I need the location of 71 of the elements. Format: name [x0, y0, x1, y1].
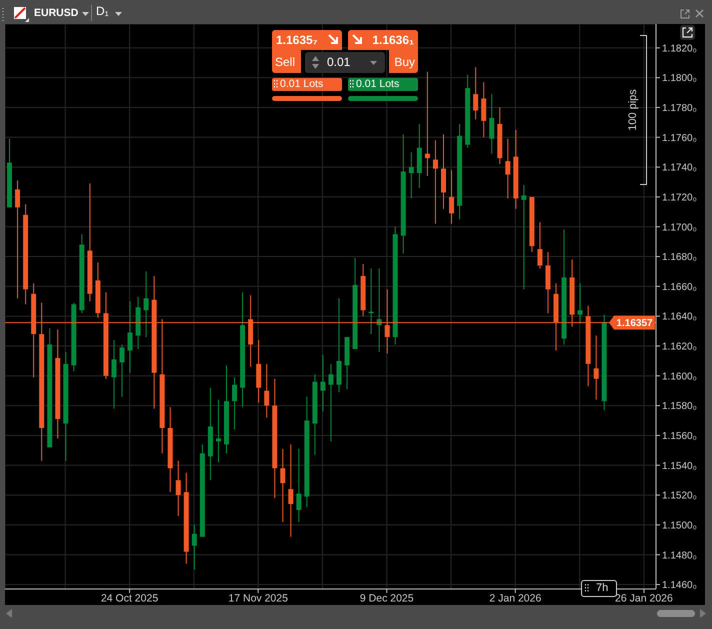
annotation: Buy — [394, 55, 415, 69]
candlestick — [505, 138, 510, 199]
y-tick-label: 1.1700₀ — [662, 222, 697, 234]
y-tick-label: 1.1480₀ — [662, 550, 697, 562]
x-tick-label: 2 Jan 2026 — [489, 592, 542, 604]
candlestick — [368, 268, 374, 335]
lots-bar: 0.01 Lots — [348, 78, 418, 91]
annotation: 100 pips — [627, 89, 639, 131]
y-tick-label: 1.1600₀ — [662, 371, 697, 382]
y-tick-label: 1.1720₀ — [662, 192, 697, 204]
candlestick — [216, 399, 221, 463]
tag: 7h — [581, 580, 617, 597]
y-tick-label: 1.1540₀ — [662, 460, 697, 472]
annotation: 0.01 Lots — [280, 78, 324, 91]
candlestick — [432, 140, 438, 224]
candlestick — [449, 170, 454, 224]
annotation: Sell — [275, 55, 296, 69]
candlestick — [537, 222, 542, 269]
candlestick — [320, 354, 326, 412]
y-tick-label: 1.1740₀ — [662, 162, 697, 174]
y-tick-label: 1.1780₀ — [662, 103, 697, 114]
y-tick-label: 1.1520₀ — [662, 490, 697, 502]
candlestick — [296, 448, 302, 522]
candlestick — [424, 71, 430, 177]
y-tick-label: 1.1580₀ — [662, 401, 697, 412]
candlestick — [128, 300, 133, 374]
candlestick — [111, 340, 116, 410]
x-tick-label: 9 Dec 2025 — [360, 592, 414, 604]
candlestick — [594, 335, 599, 400]
x-tick-label: 24 Oct 2025 — [100, 592, 158, 604]
candlestick — [441, 134, 446, 210]
candlestick — [578, 282, 583, 324]
lots-bar: 0.01 Lots — [272, 78, 342, 91]
candlestick — [232, 376, 238, 430]
candlestick — [120, 344, 125, 398]
chart-subtitle: D₁ — [96, 4, 109, 18]
x-tick-label: 17 Nov 2025 — [228, 592, 288, 604]
candlestick — [408, 152, 414, 199]
candlestick — [481, 82, 486, 138]
y-tick-label: 1.1620₀ — [662, 342, 697, 353]
candlestick — [489, 94, 494, 154]
candlestick — [15, 180, 20, 299]
y-tick-label: 1.1500₀ — [662, 520, 697, 532]
candlestick — [144, 270, 149, 338]
chart-title: EURUSD — [34, 7, 78, 19]
annotation: 1.1636₁ — [371, 33, 414, 47]
candlestick — [521, 184, 526, 290]
annotation: 1.1635₇ — [276, 33, 318, 47]
y-tick-label: 1.1560₀ — [662, 431, 697, 442]
candlestick — [192, 524, 197, 570]
y-tick-label: 1.1460₀ — [662, 580, 697, 592]
y-tick-label: 1.1800₀ — [662, 73, 697, 84]
candlestick — [328, 363, 334, 442]
y-tick-label: 1.1820₀ — [662, 43, 697, 54]
candlestick — [288, 444, 294, 538]
ref-line-label: 1.16357 — [616, 318, 654, 330]
candlestick — [336, 298, 342, 393]
candlestick — [256, 340, 262, 404]
candlestick — [545, 252, 550, 314]
candlestick — [473, 66, 478, 120]
y-tick-label: 1.1680₀ — [662, 252, 697, 264]
candlestick — [280, 448, 286, 522]
y-tick-label: 1.1660₀ — [662, 282, 697, 293]
annotation: 0.01 Lots — [356, 78, 400, 91]
lot-size-field: 0.01 — [305, 52, 385, 73]
y-tick-label: 1.1640₀ — [662, 312, 697, 323]
y-tick-label: 1.1760₀ — [662, 132, 697, 144]
x-tick-label: 26 Jan 2026 — [615, 592, 673, 604]
annotation: 7h — [596, 582, 608, 594]
candlestick — [264, 363, 270, 418]
candlestick — [176, 460, 181, 516]
